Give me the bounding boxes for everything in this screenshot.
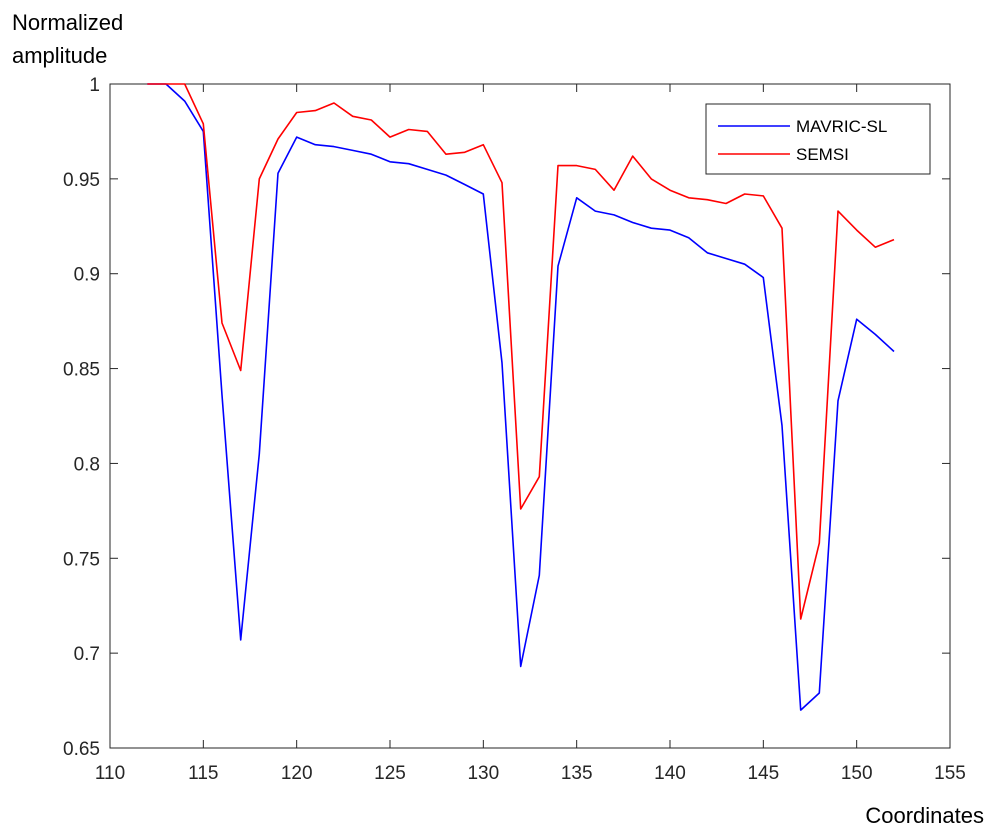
x-tick-label: 120: [281, 763, 313, 784]
series-line-mavric-sl: [147, 83, 895, 711]
legend-box: [705, 103, 931, 175]
series-line-semsi: [147, 83, 895, 620]
x-tick-label: 130: [467, 763, 499, 784]
x-axis-label: Coordinates: [865, 803, 984, 828]
y-tick-label: 0.8: [74, 454, 100, 475]
y-tick-label: 0.65: [63, 739, 100, 760]
x-tick-label: 145: [747, 763, 779, 784]
y-tick-label: 0.85: [63, 360, 100, 381]
y-tick-label: 0.95: [63, 170, 100, 191]
x-tick-label: 125: [374, 763, 406, 784]
y-tick-label: 0.9: [74, 265, 100, 286]
x-tick-label: 140: [654, 763, 686, 784]
y-axis-label-line2: amplitude: [12, 43, 108, 68]
x-tick-label: 135: [561, 763, 593, 784]
x-tick-label: 155: [934, 763, 966, 784]
y-tick-label: 0.75: [63, 549, 100, 570]
x-tick-label: 115: [188, 763, 218, 784]
y-axis-label: Normalized amplitude: [12, 6, 123, 72]
x-tick-label: 150: [841, 763, 873, 784]
y-tick-label: 1: [89, 75, 100, 96]
x-tick-label: 110: [95, 763, 125, 784]
legend-label-mavric-sl: MAVRIC-SL: [796, 117, 887, 136]
plot-area: [109, 83, 951, 749]
legend-label-semsi: SEMSI: [796, 145, 849, 164]
y-tick-label: 0.7: [74, 644, 100, 665]
y-axis-label-line1: Normalized: [12, 10, 124, 35]
